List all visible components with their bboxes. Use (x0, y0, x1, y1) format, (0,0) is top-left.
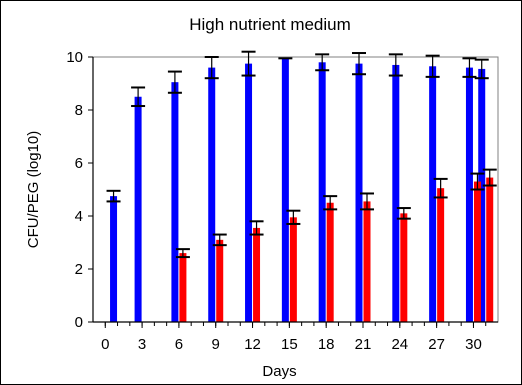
bar-s0-2 (171, 82, 179, 322)
bar-s0-9 (429, 66, 437, 323)
x-tick-label-1: 3 (138, 336, 146, 353)
x-tick-label-5: 15 (281, 336, 298, 353)
y-tick-label-0: 0 (75, 314, 83, 331)
x-axis-label: Days (262, 363, 296, 380)
y-tick-label-2: 4 (75, 208, 83, 225)
bar-s1-5 (363, 201, 371, 322)
chart-title: High nutrient medium (189, 15, 351, 34)
bar-s0-7 (355, 63, 363, 322)
bar-s1-8 (473, 181, 481, 322)
x-tick-label-0: 0 (101, 336, 109, 353)
x-tick-label-7: 21 (355, 336, 372, 353)
y-tick-label-1: 2 (75, 261, 83, 278)
x-tick-label-4: 12 (244, 336, 261, 353)
y-tick-label-3: 6 (75, 155, 83, 172)
x-tick-label-2: 6 (175, 336, 183, 353)
x-tick-label-8: 24 (391, 336, 408, 353)
y-axis-label: CFU/PEG (log10) (25, 131, 42, 249)
x-tick-label-10: 30 (465, 336, 482, 353)
bar-s0-6 (318, 62, 326, 323)
bar-s0-10 (465, 67, 473, 322)
bar-s1-3 (289, 217, 297, 322)
bar-s1-6 (400, 213, 408, 322)
bar-s1-2 (253, 227, 261, 322)
bar-s0-5 (281, 58, 289, 322)
bar-s0-4 (245, 63, 253, 322)
y-tick-label-4: 8 (75, 102, 83, 119)
bar-s1-4 (326, 202, 334, 322)
bar-s0-8 (392, 64, 400, 322)
x-tick-label-6: 18 (318, 336, 335, 353)
x-tick-label-9: 27 (428, 336, 445, 353)
bar-s0-11 (478, 68, 486, 322)
bar-s1-1 (216, 239, 224, 322)
bar-s1-0 (179, 253, 187, 322)
bar-s0-0 (110, 196, 118, 322)
bar-s1-9 (486, 177, 494, 322)
bar-s0-1 (134, 96, 142, 322)
x-tick-label-3: 9 (212, 336, 220, 353)
y-tick-label-5: 10 (66, 49, 83, 66)
bar-s0-3 (208, 67, 216, 322)
bar-s1-7 (437, 188, 445, 322)
